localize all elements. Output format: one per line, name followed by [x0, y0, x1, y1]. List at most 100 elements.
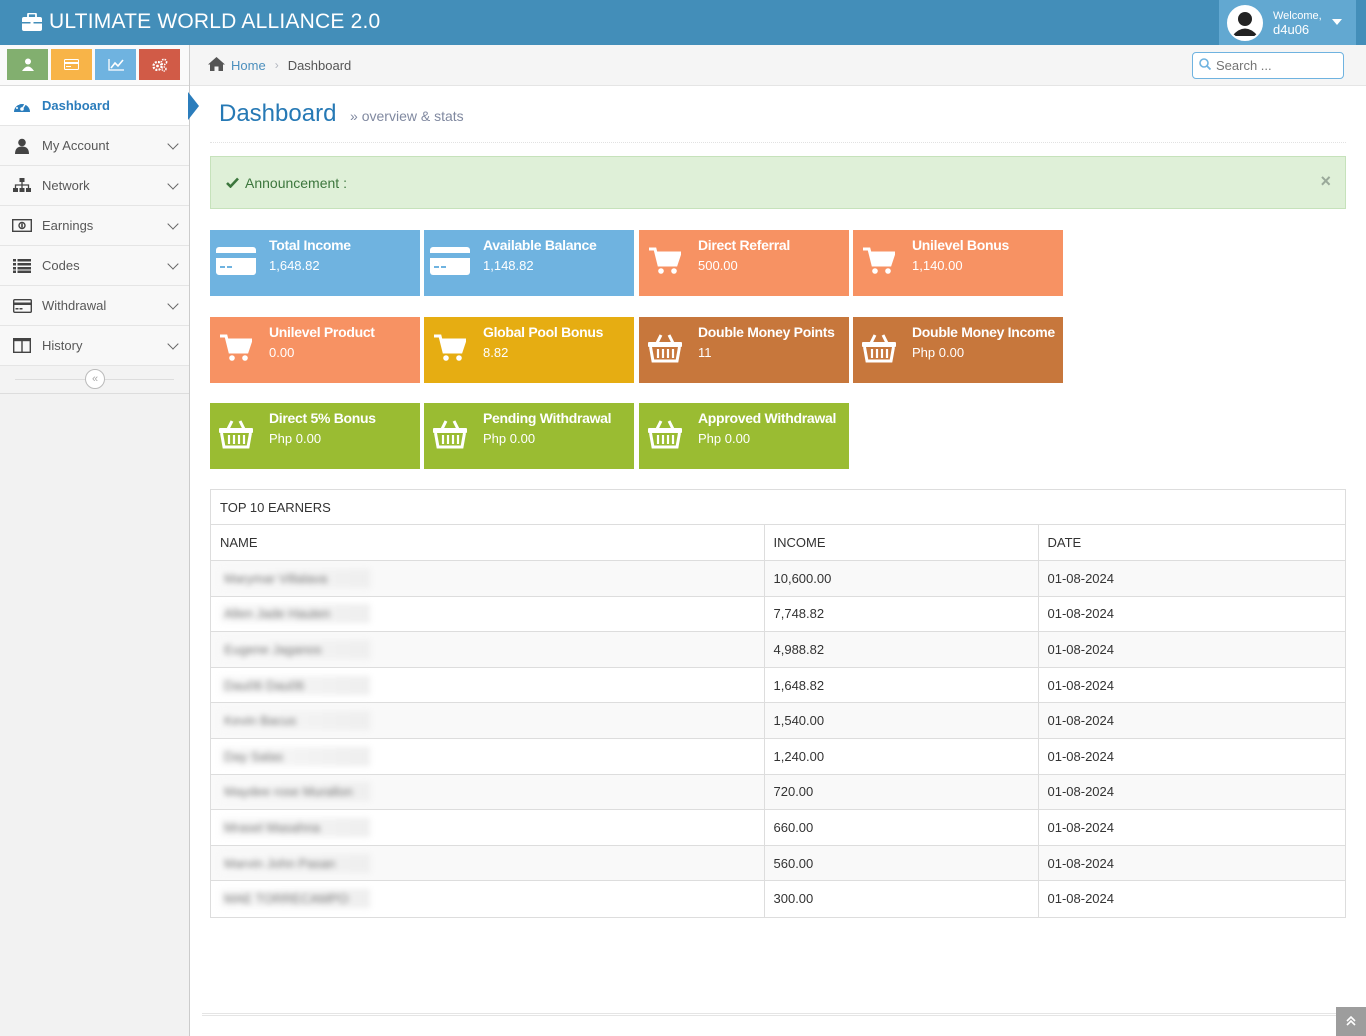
search-input[interactable] [1216, 58, 1336, 73]
infobox-title: Double Money Income [912, 324, 1055, 340]
credit-card-icon [12, 296, 32, 316]
infobox-pending-withdrawal: Pending Withdrawal Php 0.00 [424, 403, 634, 469]
infobox-double-money-income: Double Money Income Php 0.00 [853, 317, 1063, 383]
breadcrumb: Home › Dashboard [190, 45, 1366, 86]
cell-name: Day Salas [211, 738, 765, 775]
shortcut-chart-button[interactable] [95, 49, 136, 80]
cell-name: Mrasel Masahna [211, 809, 765, 846]
chevron-down-icon [167, 178, 179, 190]
sidebar-shortcuts [0, 45, 189, 86]
welcome-text: Welcome, d4u06 [1273, 9, 1322, 37]
cell-income: 660.00 [764, 809, 1039, 846]
sidebar-item-label: History [42, 338, 83, 353]
infobox-title: Pending Withdrawal [483, 410, 612, 426]
table-row: Maydee rose Murallon 720.00 01-08-2024 [211, 774, 1345, 811]
cell-date: 01-08-2024 [1038, 702, 1345, 740]
double-angle-left-icon[interactable]: « [85, 369, 105, 389]
sidebar-item-codes[interactable]: Codes [0, 246, 189, 286]
infobox-value: 1,648.82 [269, 258, 320, 273]
cell-date: 01-08-2024 [1038, 774, 1345, 811]
sidebar-item-dashboard[interactable]: Dashboard [0, 86, 189, 126]
shortcut-user-button[interactable] [7, 49, 48, 80]
search-form [1192, 52, 1344, 79]
infobox-value: 1,148.82 [483, 258, 534, 273]
breadcrumb-current: Dashboard [287, 57, 352, 73]
close-icon[interactable]: × [1320, 171, 1331, 191]
top-earners-table: NAME INCOME DATE Marymar Villalava 10,600… [211, 525, 1345, 917]
cell-date: 01-08-2024 [1038, 738, 1345, 775]
cell-name: Eugene Jaganos [211, 631, 765, 668]
user-menu[interactable]: Welcome, d4u06 [1219, 0, 1356, 45]
credit-card-icon [430, 244, 470, 278]
announcement-text: Announcement : [245, 174, 347, 191]
breadcrumb-home-link[interactable]: Home [231, 57, 266, 73]
sidebar-item-network[interactable]: Network [0, 166, 189, 206]
infobox-unilevel-bonus: Unilevel Bonus 1,140.00 [853, 230, 1063, 296]
page-subtitle: » overview & stats [350, 108, 464, 124]
avatar [1227, 4, 1263, 41]
sidebar-item-label: Network [42, 178, 90, 193]
cell-income: 560.00 [764, 845, 1039, 882]
sidebar-item-earnings[interactable]: Earnings [0, 206, 189, 246]
cell-date: 01-08-2024 [1038, 845, 1345, 882]
double-angle-right-icon: » [350, 108, 358, 124]
cell-name: Marvin John Pasan [211, 845, 765, 882]
sidebar-item-withdrawal[interactable]: Withdrawal [0, 286, 189, 326]
shopping-cart-icon [645, 244, 685, 278]
sidebar-item-my-account[interactable]: My Account [0, 126, 189, 166]
infobox-value: Php 0.00 [912, 345, 965, 360]
infobox-title: Unilevel Product [269, 324, 375, 340]
infobox-unilevel-product: Unilevel Product 0.00 [210, 317, 420, 383]
search-icon [1199, 58, 1212, 73]
table-row: Mrasel Masahna 660.00 01-08-2024 [211, 809, 1345, 846]
shortcut-card-button[interactable] [51, 49, 92, 80]
card-icon [64, 59, 79, 70]
chevron-down-icon [167, 298, 179, 310]
table-row: Marymar Villalava 10,600.00 01-08-2024 [211, 560, 1345, 597]
cell-date: 01-08-2024 [1038, 560, 1345, 597]
chevron-down-icon [167, 138, 179, 150]
cell-income: 4,988.82 [764, 631, 1039, 668]
infobox-title: Unilevel Bonus [912, 237, 1009, 253]
chevron-down-icon [167, 338, 179, 350]
column-header-date: DATE [1038, 525, 1345, 562]
infobox-title: Global Pool Bonus [483, 324, 604, 340]
double-angle-up-icon [1346, 1015, 1356, 1029]
credit-card-icon [216, 244, 256, 278]
cell-name: Dau06 Dau06 [211, 667, 765, 704]
cell-income: 10,600.00 [764, 560, 1039, 597]
sidebar-item-history[interactable]: History [0, 326, 189, 366]
table-row: Marvin John Pasan 560.00 01-08-2024 [211, 845, 1345, 882]
shopping-cart-icon [216, 331, 256, 365]
shortcut-cogs-button[interactable] [139, 49, 180, 80]
table-row: Eugene Jaganos 4,988.82 01-08-2024 [211, 631, 1345, 668]
chevron-right-icon: › [274, 58, 279, 72]
cell-income: 300.00 [764, 880, 1039, 917]
column-header-income: INCOME [764, 525, 1039, 562]
basket-icon [645, 331, 685, 365]
brand[interactable]: ULTIMATE WORLD ALLIANCE 2.0 [22, 10, 380, 34]
table-row: Day Salas 1,240.00 01-08-2024 [211, 738, 1345, 775]
sidebar-item-label: Earnings [42, 218, 94, 233]
sidebar-item-label: Withdrawal [42, 298, 107, 313]
cell-income: 1,648.82 [764, 667, 1039, 704]
chart-icon [107, 58, 124, 71]
list-icon [12, 256, 32, 276]
table-row: Allen Jade Hauten 7,748.82 01-08-2024 [211, 596, 1345, 633]
sidebar-nav: Dashboard My Account Network Earnings [0, 86, 189, 366]
infobox-double-money-points: Double Money Points 11 [639, 317, 849, 383]
infobox-title: Double Money Points [698, 324, 835, 340]
infobox-direct-referral: Direct Referral 500.00 [639, 230, 849, 296]
basket-icon [430, 417, 470, 451]
infobox-title: Available Balance [483, 237, 597, 253]
cell-date: 01-08-2024 [1038, 809, 1345, 846]
scroll-top-button[interactable] [1336, 1007, 1366, 1036]
shopping-cart-icon [430, 331, 470, 365]
infobox-value: 500.00 [698, 258, 738, 273]
welcome-label: Welcome, [1273, 9, 1322, 22]
table-row: MAE TORRECAMPO 300.00 01-08-2024 [211, 880, 1345, 917]
cell-name: Marymar Villalava [211, 560, 765, 597]
sidebar: Dashboard My Account Network Earnings [0, 45, 190, 1036]
announcement-alert: Announcement : × [210, 156, 1346, 209]
top-earners-panel: TOP 10 EARNERS NAME INCOME DATE Marymar … [210, 489, 1346, 918]
